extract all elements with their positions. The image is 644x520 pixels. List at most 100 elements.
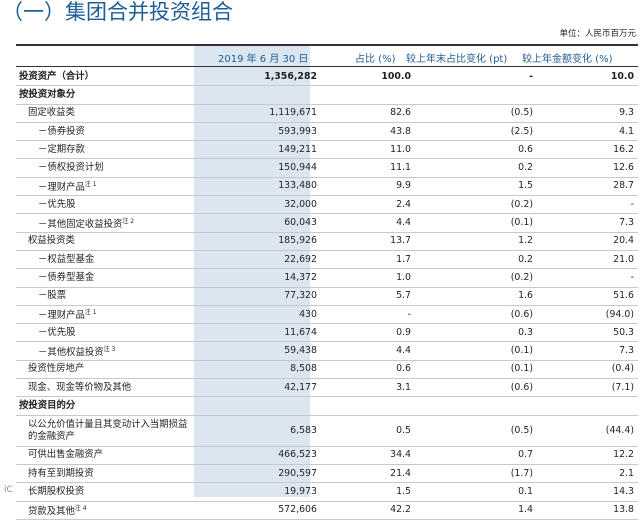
amount-change-cell: 21.0 (549, 250, 638, 270)
table-row: 固定收益类 1,119,671 82.6 (0.5) 9.3 (16, 104, 638, 123)
share-change-cell (423, 396, 549, 416)
share-change-cell: - (423, 68, 549, 87)
share-change-cell: (0.5) (423, 415, 549, 447)
amount-cell: 150,944 (197, 158, 331, 178)
amount-change-cell: 28.7 (549, 177, 638, 197)
amount-change-cell (549, 396, 638, 416)
amount-cell: 593,993 (197, 122, 331, 142)
row-label-cell: －权益型基金 (16, 250, 197, 270)
amount-change-cell: (0.4) (549, 360, 638, 380)
table-row: 持有至到期投资 290,597 21.4 (1.7) 2.1 (16, 464, 638, 484)
header-rule (16, 66, 638, 67)
investment-portfolio-table: 投资资产（合计） 1,356,282 100.0-10.0 按投资对象分 固定收益类 1,… (16, 68, 638, 520)
row-label: 持有至到期投资 (28, 467, 94, 479)
row-label: －债权投资计划 (38, 162, 104, 174)
row-label-cell: 贷款及其他注 4 (16, 501, 197, 520)
table-row: －股票 77,320 5.7 1.6 51.6 (16, 287, 638, 306)
share-cell: 42.2 (331, 501, 423, 520)
header-share: 占比 (%) (355, 54, 396, 65)
share-cell: 1.5 (331, 482, 423, 502)
row-label-cell: －债券投资 (16, 122, 197, 142)
amount-cell: 11,674 (197, 323, 331, 343)
table-row: －优先股 32,000 2.4 (0.2) - (16, 195, 638, 215)
share-cell: - (331, 305, 423, 325)
amount-cell: 185,926 (197, 232, 331, 251)
unit-note: 单位：人民币百万元 (559, 29, 636, 39)
share-cell: 0.9 (331, 323, 423, 343)
share-cell: 13.7 (331, 232, 423, 251)
amount-cell: 133,480 (197, 177, 331, 197)
row-label: 长期股权投资 (28, 485, 85, 497)
row-label: 投资资产（合计） (19, 70, 95, 82)
share-change-cell: 0.3 (423, 323, 549, 343)
share-cell: 11.0 (331, 140, 423, 160)
row-label-cell: －定期存款 (16, 140, 197, 160)
row-label: －债券型基金 (38, 271, 95, 283)
footnote-marker: 注 4 (74, 504, 87, 512)
amount-change-cell: 13.8 (549, 501, 638, 520)
amount-cell: 466,523 (197, 446, 331, 465)
share-change-cell: (0.1) (423, 341, 549, 361)
share-cell (331, 85, 423, 105)
row-label: 现金、现金等价物及其他 (28, 381, 132, 393)
row-label: －债券投资 (38, 125, 85, 137)
table-row: 权益投资类 185,926 13.7 1.2 20.4 (16, 232, 638, 251)
share-cell: 34.4 (331, 446, 423, 465)
amount-change-cell: (94.0) (549, 305, 638, 325)
row-label: 可供出售金融资产 (28, 449, 104, 461)
amount-cell: 77,320 (197, 287, 331, 306)
row-label: －优先股 (38, 326, 76, 338)
watermark: iC (4, 485, 13, 495)
share-cell: 2.4 (331, 195, 423, 215)
amount-cell: 290,597 (197, 464, 331, 484)
table-row: －权益型基金 22,692 1.7 0.2 21.0 (16, 250, 638, 270)
share-change-cell: 0.7 (423, 446, 549, 465)
amount-cell: 42,177 (197, 378, 331, 398)
amount-change-cell: - (549, 268, 638, 288)
table-row: －其他权益投资注 3 59,438 4.4 (0.1) 7.3 (16, 341, 638, 361)
amount-change-cell: 20.4 (549, 232, 638, 251)
table-row: －定期存款 149,211 11.0 0.6 16.2 (16, 140, 638, 160)
amount-change-cell: - (549, 195, 638, 215)
share-cell: 9.9 (331, 177, 423, 197)
share-change-cell: (2.5) (423, 122, 549, 142)
header-period: 2019 年 6 月 30 日 (218, 54, 309, 65)
share-cell: 11.1 (331, 158, 423, 178)
amount-cell: 430 (197, 305, 331, 325)
footnote-marker: 注 1 (84, 309, 97, 316)
share-change-cell: 1.4 (423, 501, 549, 520)
amount-cell: 8,508 (197, 360, 331, 380)
footnote-marker: 注 3 (103, 345, 116, 353)
row-label-cell: －其他固定收益投资注 2 (16, 213, 197, 233)
amount-change-cell: 12.2 (549, 446, 638, 465)
table-row: 投资资产（合计） 1,356,282 100.0-10.0 (16, 68, 638, 87)
row-label-cell: 以公允价值计量且其变动计入当期损益的金融资产 (16, 415, 197, 447)
row-label-cell: 现金、现金等价物及其他 (16, 378, 197, 398)
table-row: 投资性房地产 8,508 0.6 (0.1) (0.4) (16, 360, 638, 380)
row-label: 权益投资类 (28, 235, 75, 247)
row-label: 贷款及其他 (28, 505, 75, 517)
share-cell: 43.8 (331, 122, 423, 142)
row-label-cell: －债权投资计划 (16, 158, 197, 178)
share-change-cell (423, 85, 549, 105)
top-rule (16, 44, 638, 46)
amount-change-cell: (7.1) (549, 378, 638, 398)
table-row: －理财产品注 1 430- (0.6) (94.0) (16, 305, 638, 325)
amount-change-cell: 10.0 (549, 68, 638, 87)
amount-change-cell: 14.3 (549, 482, 638, 502)
row-label: －优先股 (38, 198, 76, 210)
share-change-cell: (0.1) (423, 213, 549, 233)
amount-cell: 572,606 (197, 501, 331, 520)
row-label-cell: 固定收益类 (16, 104, 197, 123)
table-row: －优先股 11,674 0.9 0.3 50.3 (16, 323, 638, 343)
row-label: －其他权益投资 (38, 346, 104, 358)
row-label: －理财产品 (38, 310, 85, 321)
amount-change-cell: 12.6 (549, 158, 638, 178)
share-change-cell: (0.6) (423, 305, 549, 325)
table-row: －债券投资 593,993 43.8 (2.5) 4.1 (16, 122, 638, 142)
share-cell (331, 396, 423, 416)
share-cell: 82.6 (331, 104, 423, 123)
share-cell: 3.1 (331, 378, 423, 398)
share-change-cell: 1.6 (423, 287, 549, 306)
header-share-change: 较上年末占比变化 (pt) (406, 54, 508, 65)
